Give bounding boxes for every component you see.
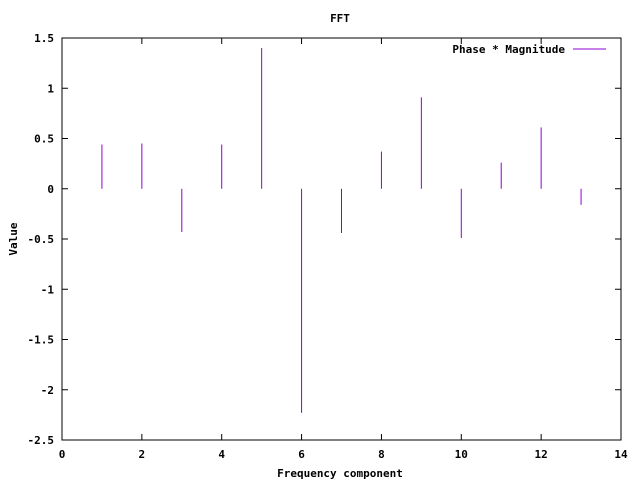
x-tick-label: 12: [535, 448, 548, 461]
y-axis-label: Value: [7, 222, 20, 255]
x-axis: 0 2 4 6 8 10 12 14: [59, 38, 628, 461]
y-tick-label: -1.5: [28, 334, 55, 347]
plot-frame: [61, 37, 622, 441]
legend-label: Phase * Magnitude: [452, 43, 565, 56]
x-tick-label: 6: [298, 448, 305, 461]
y-axis: 1.5 1 0.5 0 -0.5 -1 -1.5 -2 -2.5: [28, 32, 621, 447]
y-tick-label: 1: [47, 82, 54, 95]
y-tick-label: -2: [41, 384, 54, 397]
data-series: [101, 48, 582, 413]
x-tick-label: 4: [218, 448, 225, 461]
chart-title: FFT: [330, 12, 350, 25]
y-tick-label: 0.5: [34, 133, 54, 146]
y-tick-label: -0.5: [28, 233, 55, 246]
x-tick-label: 14: [614, 448, 628, 461]
y-tick-label: -2.5: [28, 434, 55, 447]
x-tick-label: 0: [59, 448, 66, 461]
x-tick-label: 2: [139, 448, 146, 461]
x-axis-label: Frequency component: [277, 467, 403, 480]
x-tick-label: 8: [378, 448, 385, 461]
y-tick-label: 1.5: [34, 32, 54, 45]
legend: Phase * Magnitude: [452, 43, 606, 56]
y-tick-label: 0: [47, 183, 54, 196]
x-tick-label: 10: [455, 448, 468, 461]
y-tick-label: -1: [41, 283, 55, 296]
